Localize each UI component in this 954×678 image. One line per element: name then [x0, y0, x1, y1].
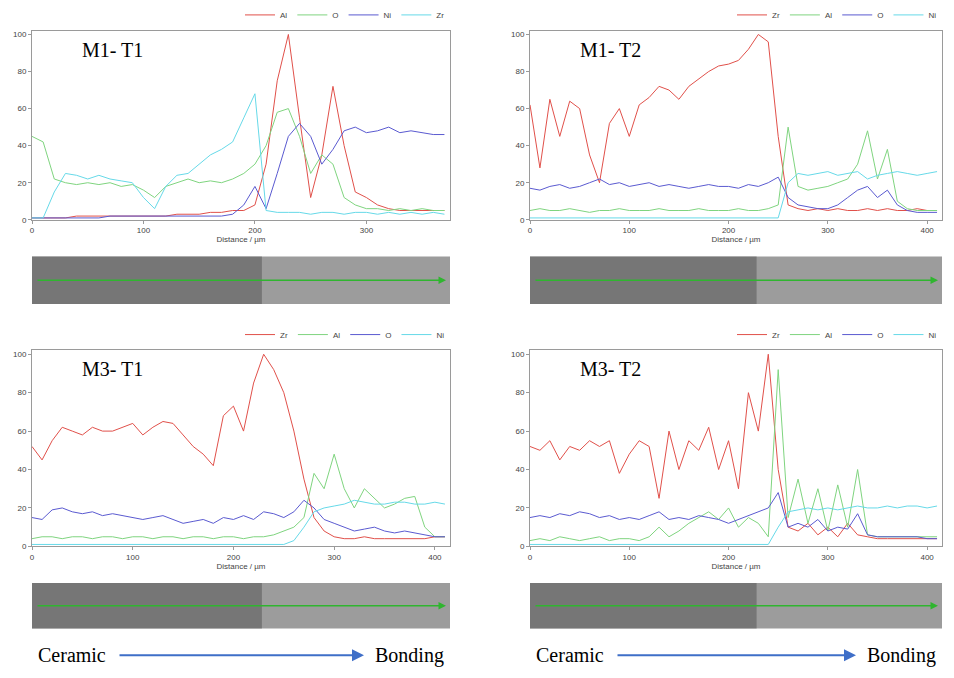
svg-text:Ni: Ni: [928, 11, 936, 20]
svg-text:Ni: Ni: [928, 331, 936, 340]
svg-text:Distance / µm: Distance / µm: [216, 235, 265, 244]
svg-text:80: 80: [515, 388, 524, 397]
svg-text:200: 200: [248, 226, 262, 235]
svg-text:20: 20: [515, 504, 524, 513]
svg-text:Zr: Zr: [772, 11, 780, 20]
svg-text:Zr: Zr: [280, 331, 288, 340]
svg-text:O: O: [385, 331, 391, 340]
svg-text:Distance / µm: Distance / µm: [711, 235, 760, 244]
svg-text:300: 300: [821, 226, 835, 235]
svg-text:40: 40: [515, 141, 524, 150]
svg-text:Zr: Zr: [772, 331, 780, 340]
svg-text:Al: Al: [825, 331, 832, 340]
svg-text:Al: Al: [333, 331, 340, 340]
svg-text:0: 0: [528, 553, 533, 562]
svg-text:100: 100: [511, 30, 525, 39]
svg-text:20: 20: [17, 504, 26, 513]
svg-text:40: 40: [17, 141, 26, 150]
svg-text:0: 0: [30, 226, 35, 235]
svg-text:40: 40: [515, 465, 524, 474]
svg-text:Ni: Ni: [384, 11, 392, 20]
svg-text:200: 200: [227, 553, 241, 562]
svg-text:Distance / µm: Distance / µm: [711, 562, 760, 571]
svg-text:80: 80: [515, 67, 524, 76]
svg-text:Bonding: Bonding: [375, 644, 444, 667]
svg-text:M3- T2: M3- T2: [580, 358, 641, 380]
svg-text:300: 300: [327, 553, 341, 562]
svg-text:20: 20: [515, 179, 524, 188]
svg-text:400: 400: [920, 553, 934, 562]
svg-text:0: 0: [22, 216, 27, 225]
svg-text:400: 400: [920, 226, 934, 235]
svg-text:0: 0: [520, 216, 525, 225]
svg-text:40: 40: [17, 465, 26, 474]
svg-text:80: 80: [17, 388, 26, 397]
svg-text:Al: Al: [280, 11, 287, 20]
svg-text:M3- T1: M3- T1: [82, 358, 143, 380]
svg-text:M1- T1: M1- T1: [82, 39, 143, 61]
svg-text:100: 100: [137, 226, 151, 235]
svg-text:100: 100: [623, 226, 637, 235]
svg-text:0: 0: [22, 542, 27, 551]
svg-text:O: O: [332, 11, 338, 20]
svg-text:O: O: [877, 331, 883, 340]
svg-text:100: 100: [623, 553, 637, 562]
svg-text:300: 300: [821, 553, 835, 562]
svg-text:Ceramic: Ceramic: [38, 644, 106, 666]
svg-text:60: 60: [515, 104, 524, 113]
svg-text:0: 0: [30, 553, 35, 562]
svg-text:O: O: [877, 11, 883, 20]
svg-text:400: 400: [428, 553, 442, 562]
svg-text:60: 60: [515, 427, 524, 436]
svg-text:80: 80: [17, 67, 26, 76]
svg-text:Ni: Ni: [436, 331, 444, 340]
svg-text:Ceramic: Ceramic: [536, 644, 604, 666]
svg-text:100: 100: [126, 553, 140, 562]
svg-text:200: 200: [722, 553, 736, 562]
svg-text:60: 60: [17, 427, 26, 436]
svg-text:Bonding: Bonding: [867, 644, 936, 667]
svg-text:20: 20: [17, 179, 26, 188]
svg-text:100: 100: [13, 350, 27, 359]
svg-text:100: 100: [13, 30, 27, 39]
svg-text:M1- T2: M1- T2: [580, 39, 641, 61]
svg-text:0: 0: [520, 542, 525, 551]
svg-text:60: 60: [17, 104, 26, 113]
svg-text:300: 300: [360, 226, 374, 235]
svg-text:200: 200: [722, 226, 736, 235]
svg-text:Al: Al: [825, 11, 832, 20]
svg-text:0: 0: [528, 226, 533, 235]
svg-text:Zr: Zr: [436, 11, 444, 20]
svg-text:Distance / µm: Distance / µm: [216, 562, 265, 571]
svg-text:100: 100: [511, 350, 525, 359]
